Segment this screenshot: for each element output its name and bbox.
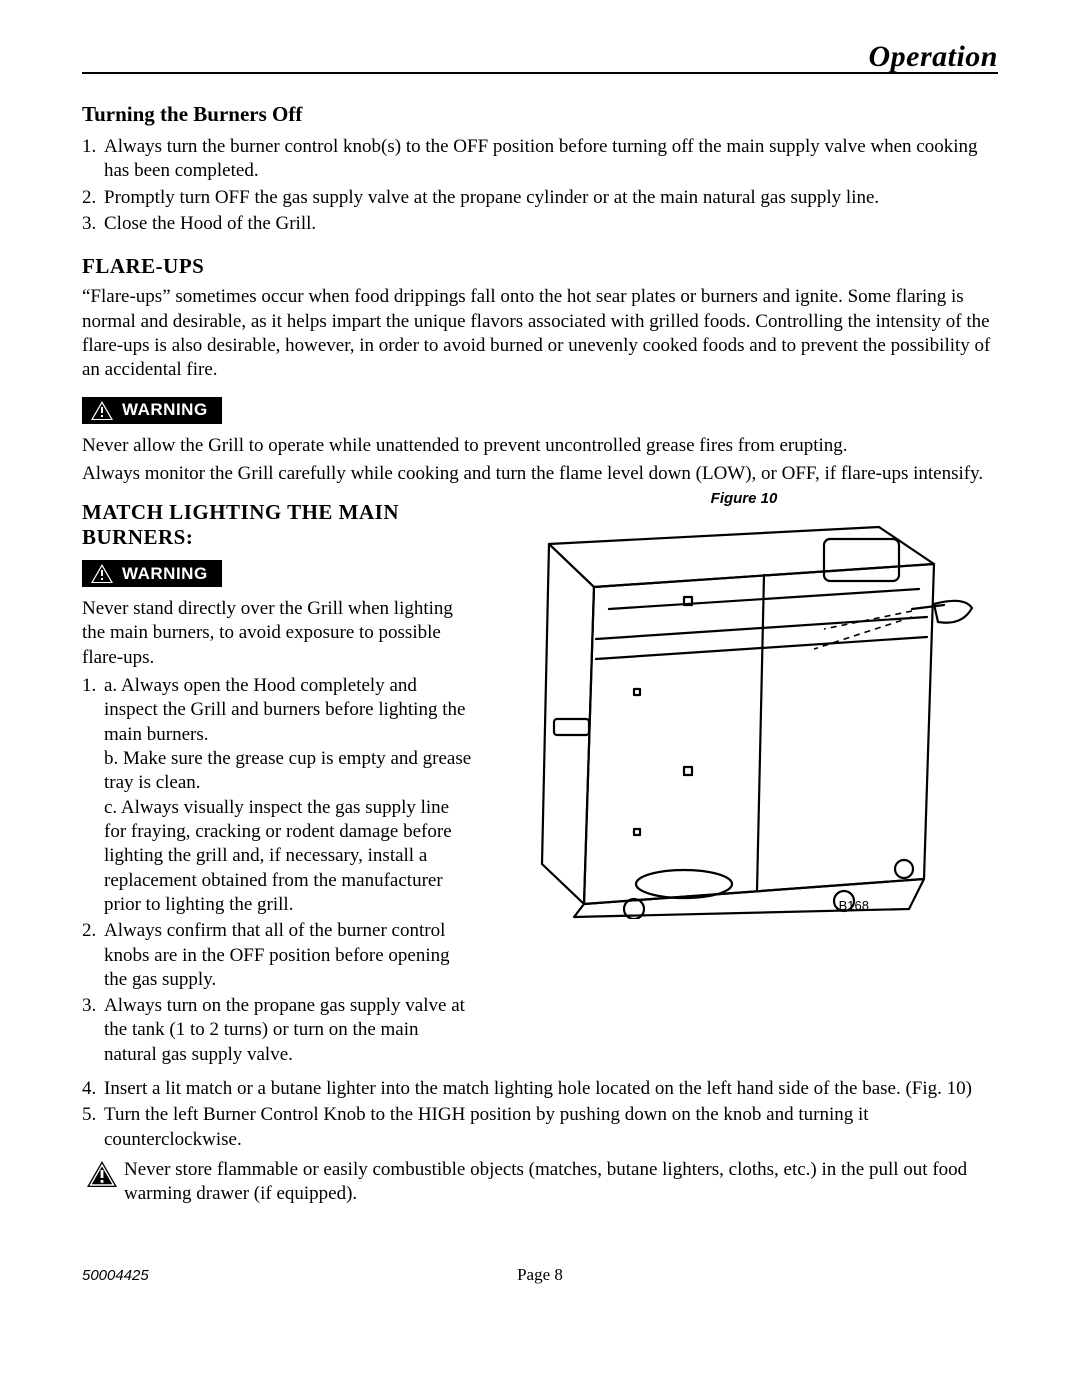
- flareups-heading: FLARE-UPS: [82, 254, 998, 279]
- match-heading: MATCH LIGHTING THE MAIN BURNERS:: [82, 500, 472, 550]
- warning-icon: [90, 400, 114, 421]
- list-item: 2.Always confirm that all of the burner …: [82, 919, 472, 992]
- flareups-warn-2: Always monitor the Grill carefully while…: [82, 462, 998, 486]
- warning-label: WARNING: [122, 564, 208, 584]
- inline-warning: Never store flammable or easily combusti…: [82, 1158, 998, 1207]
- match-intro: Never stand directly over the Grill when…: [82, 597, 472, 670]
- figure-10: B168: [514, 509, 974, 919]
- figure-caption: Figure 10: [490, 490, 998, 507]
- match-list-full: 4.Insert a lit match or a butane lighter…: [82, 1077, 998, 1152]
- flareups-warn-1: Never allow the Grill to operate while u…: [82, 434, 998, 458]
- section-title: Operation: [858, 40, 998, 74]
- match-list-left: 1.a. Always open the Hood completely and…: [82, 674, 472, 1067]
- list-item: 3.Always turn on the propane gas supply …: [82, 994, 472, 1067]
- flareups-body: “Flare-ups” sometimes occur when food dr…: [82, 285, 998, 382]
- list-item: 5.Turn the left Burner Control Knob to t…: [82, 1103, 998, 1152]
- page-number: Page 8: [517, 1265, 563, 1285]
- figure-code: B168: [839, 898, 869, 913]
- turning-off-heading: Turning the Burners Off: [82, 102, 998, 127]
- warning-icon: [90, 563, 114, 584]
- list-item: 1.a. Always open the Hood completely and…: [82, 674, 472, 917]
- list-item: 3.Close the Hood of the Grill.: [82, 212, 998, 236]
- turning-off-list: 1.Always turn the burner control knob(s)…: [82, 135, 998, 236]
- list-item: 4.Insert a lit match or a butane lighter…: [82, 1077, 998, 1101]
- list-item: 1.Always turn the burner control knob(s)…: [82, 135, 998, 184]
- header-rule: Operation: [82, 40, 998, 74]
- warning-label: WARNING: [122, 400, 208, 420]
- inline-warning-text: Never store flammable or easily combusti…: [124, 1158, 998, 1207]
- warning-badge: WARNING: [82, 397, 222, 424]
- list-item: 2.Promptly turn OFF the gas supply valve…: [82, 186, 998, 210]
- warning-icon: [86, 1160, 118, 1188]
- warning-badge: WARNING: [82, 560, 222, 587]
- doc-number: 50004425: [82, 1267, 149, 1284]
